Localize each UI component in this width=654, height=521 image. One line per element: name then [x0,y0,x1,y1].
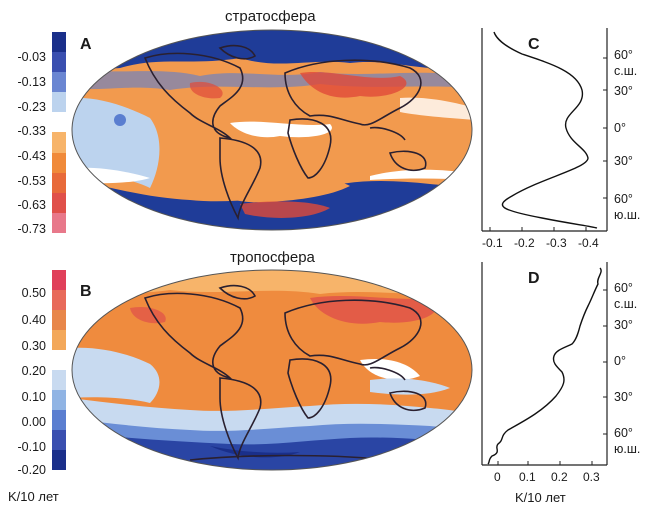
colorbar-b-tick: -0.10 [17,440,47,454]
colorbar-a-tick: -0.23 [17,100,47,114]
colorbar-a-tick: -0.73 [17,222,47,236]
colorbar-a-tick: -0.43 [17,149,47,163]
lat-label: 60° [614,426,633,440]
colorbar-b-tick: 0.20 [21,364,46,378]
x-tick: 0.3 [583,470,600,484]
colorbar-a-swatch [52,132,66,153]
panel-b-label: B [80,283,92,300]
colorbar-a-swatch [52,212,66,233]
profile-c [481,28,608,232]
colorbar-b-swatch [52,370,66,390]
x-tick: -0.4 [578,236,599,250]
colorbar-b-swatch [52,290,66,310]
colorbar-a-swatch [52,192,66,213]
colorbar-b-swatch [52,270,66,290]
colorbar-a-swatch [52,52,66,73]
colorbar-a-tick: -0.63 [17,198,47,212]
map-b [71,269,473,471]
lat-label: ю.ш. [614,442,641,456]
lat-label: 30° [614,318,633,332]
colorbar-b-swatch [52,330,66,350]
x-tick: 0 [494,470,501,484]
x-tick: 0.1 [519,470,536,484]
colorbar-a-tick: -0.13 [17,75,47,89]
colorbar-b [52,270,66,470]
lat-label: ю.ш. [614,208,641,222]
colorbar-b-tick: -0.20 [17,463,47,477]
colorbar-a-swatch [52,172,66,193]
lat-label: 0° [614,354,626,368]
colorbar-b-swatch [52,450,66,470]
panel-d-label: D [528,270,540,287]
colorbar-b-tick: 0.50 [21,286,46,300]
profile-d [481,262,608,466]
lat-label: 0° [614,121,626,135]
colorbar-b-swatch [52,430,66,450]
x-tick: 0.2 [551,470,568,484]
colorbar-b-swatch [52,310,66,330]
x-tick: -0.3 [546,236,567,250]
x-tick: -0.1 [482,236,503,250]
lat-label: с.ш. [614,64,638,78]
panel-c-label: C [528,36,540,53]
panel-a-label: A [80,36,92,53]
colorbar-a [52,32,66,233]
map-a [71,29,473,231]
lat-label: 30° [614,390,633,404]
colorbar-b-tick: 0.40 [21,313,46,327]
lat-label: 60° [614,48,633,62]
lat-label: 60° [614,281,633,295]
lat-label: 30° [614,84,633,98]
colorbar-b-swatch [52,410,66,430]
lat-label: 60° [614,192,633,206]
colorbar-units: K/10 лет [8,489,59,504]
lat-label: с.ш. [614,297,638,311]
colorbar-a-tick: -0.33 [17,124,47,138]
colorbar-a-swatch [52,152,66,173]
colorbar-a-tick: -0.03 [17,50,47,64]
panel-b-title: тропосфера [230,249,315,266]
colorbar-b-tick: 0.30 [21,339,46,353]
colorbar-b-swatch [52,350,66,370]
profile-d-xlabel: K/10 лет [515,490,566,505]
colorbar-b-tick: 0.00 [21,415,46,429]
colorbar-a-swatch [52,32,66,53]
colorbar-a-swatch [52,72,66,93]
colorbar-b-swatch [52,390,66,410]
colorbar-b-tick: 0.10 [21,390,46,404]
x-tick: -0.2 [514,236,535,250]
colorbar-a-swatch [52,112,66,133]
panel-a-title: стратосфера [225,8,316,25]
colorbar-a-swatch [52,92,66,113]
colorbar-a-tick: -0.53 [17,174,47,188]
lat-label: 30° [614,154,633,168]
